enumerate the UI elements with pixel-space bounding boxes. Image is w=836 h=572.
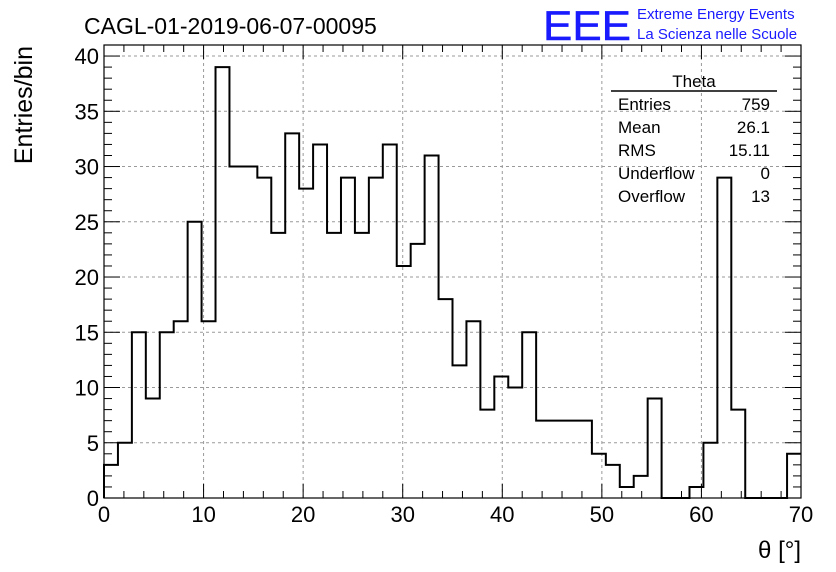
eee-logo-mark: EEE: [543, 2, 631, 49]
x-tick-label: 40: [490, 502, 514, 527]
y-axis-label: Entries/bin: [10, 46, 38, 164]
x-tick-label: 50: [590, 502, 614, 527]
y-tick-label: 40: [75, 44, 99, 69]
axes: 0 10 20 30 40 50 60 70 0 5 10 15 20 25 30 35 40: [75, 44, 814, 527]
y-tick-label: 0: [87, 486, 99, 511]
stats-value: 15.11: [729, 141, 770, 160]
eee-logo-line1: Extreme Energy Events: [637, 6, 795, 23]
y-tick-label: 20: [75, 265, 99, 290]
grid: [104, 45, 801, 498]
y-tick-label: 35: [75, 99, 99, 124]
x-tick-label: 0: [98, 502, 110, 527]
x-tick-label: 20: [291, 502, 315, 527]
plot-frame: [103, 44, 802, 499]
stats-box: Theta Entries 759 Mean 26.1 RMS 15.11 Underflo…: [611, 72, 777, 206]
stats-title: Theta: [672, 72, 716, 91]
stats-value: 0: [761, 164, 770, 183]
chart-title: CAGL-01-2019-06-07-00095: [84, 13, 377, 39]
y-tick-label: 5: [87, 431, 99, 456]
y-tick-label: 15: [75, 320, 99, 345]
x-tick-label: 30: [390, 502, 414, 527]
stats-value: 13: [751, 187, 770, 206]
x-tick-label: 70: [789, 502, 813, 527]
stats-label: Overflow: [618, 187, 686, 206]
stats-label: Underflow: [618, 164, 695, 183]
stats-label: Mean: [618, 118, 661, 137]
x-tick-label: 60: [689, 502, 713, 527]
y-tick-label: 30: [75, 155, 99, 180]
x-tick-label: 10: [191, 502, 215, 527]
eee-logo-line2: La Scienza nelle Scuole: [637, 26, 797, 43]
stats-value: 759: [742, 95, 770, 114]
x-axis-label: θ [°]: [758, 537, 801, 564]
stats-value: 26.1: [737, 118, 770, 137]
y-tick-label: 10: [75, 376, 99, 401]
stats-label: Entries: [618, 95, 671, 114]
y-tick-label: 25: [75, 210, 99, 235]
histogram-line: [103, 66, 801, 499]
stats-label: RMS: [618, 141, 656, 160]
eee-logo: EEE Extreme Energy Events La Scienza nel…: [543, 2, 797, 50]
